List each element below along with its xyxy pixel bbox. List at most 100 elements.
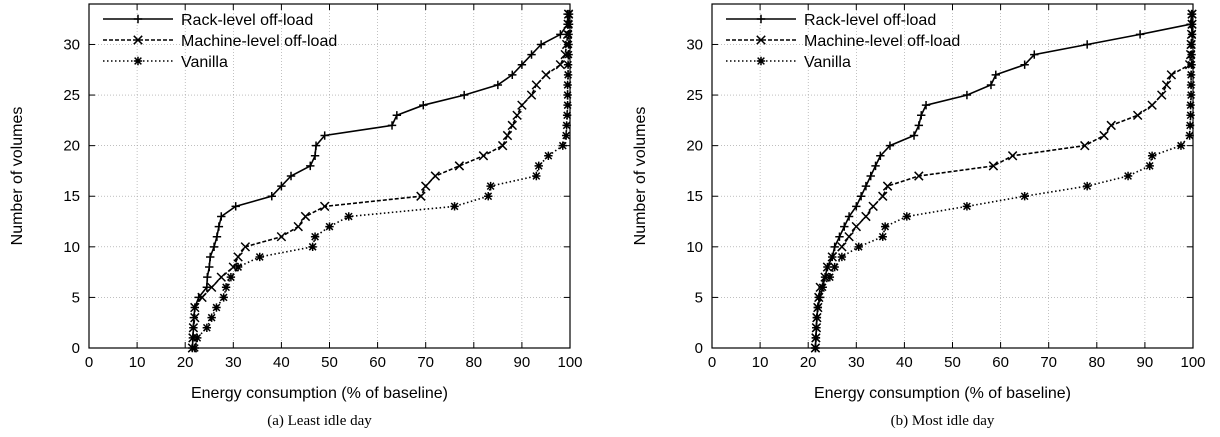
data-point — [308, 242, 317, 252]
x-tick-label: 40 — [273, 354, 290, 371]
data-point — [812, 313, 822, 322]
data-point — [564, 9, 574, 19]
y-axis-title: Number of volumes — [9, 107, 26, 246]
data-point — [830, 242, 839, 252]
data-point — [1186, 80, 1196, 90]
data-point — [871, 161, 880, 171]
x-axis-title: Energy consumption (% of baseline) — [191, 385, 448, 402]
y-tick-label: 10 — [63, 239, 80, 256]
data-point — [306, 161, 315, 171]
data-point — [202, 283, 212, 292]
x-tick-label: 60 — [992, 354, 1009, 371]
data-point — [1082, 181, 1092, 191]
data-point — [1145, 161, 1154, 171]
x-tick-label: 0 — [85, 354, 93, 371]
data-point — [854, 242, 863, 252]
data-point — [882, 181, 893, 191]
legend-marker — [133, 14, 143, 24]
series-line — [191, 14, 570, 349]
data-point — [562, 121, 571, 130]
legend: Rack-level off-load Machine-level off-loa… — [726, 12, 960, 71]
legend-marker — [756, 35, 766, 45]
caption: (a) Least idle day — [267, 413, 372, 429]
data-point — [212, 232, 222, 241]
data-point — [221, 283, 231, 292]
data-point — [1161, 80, 1172, 90]
x-tick-label: 80 — [1088, 354, 1105, 371]
data-point — [866, 171, 875, 181]
x-tick-label: 70 — [1040, 354, 1057, 371]
legend-label: Vanilla — [181, 54, 228, 71]
data-point — [416, 191, 426, 201]
data-point — [1185, 131, 1194, 140]
data-point — [1135, 30, 1145, 39]
data-point — [493, 80, 503, 90]
data-point — [885, 141, 895, 150]
data-point — [844, 212, 854, 221]
data-point — [558, 141, 567, 150]
data-point — [1176, 141, 1186, 150]
data-point — [507, 120, 518, 131]
data-point — [878, 232, 887, 241]
data-point — [206, 252, 215, 262]
y-tick-label: 0 — [72, 340, 80, 357]
data-point — [822, 262, 833, 272]
series-line — [194, 14, 570, 349]
data-point — [209, 242, 219, 252]
legend-marker — [756, 56, 766, 66]
data-point — [190, 302, 200, 313]
data-point — [502, 130, 513, 141]
data-point — [205, 262, 214, 272]
data-point — [861, 181, 871, 191]
legend-label: Machine-level off-load — [804, 33, 960, 50]
series-line — [814, 14, 1193, 349]
data-point — [531, 80, 542, 90]
data-point — [419, 100, 428, 110]
series-line — [814, 14, 1193, 349]
data-point — [825, 272, 835, 282]
x-tick-label: 30 — [848, 354, 865, 371]
data-point — [1099, 130, 1109, 141]
data-point — [277, 181, 286, 191]
data-point — [962, 90, 972, 100]
data-point — [240, 242, 251, 252]
data-point — [532, 171, 541, 181]
data-point — [320, 131, 329, 140]
data-point — [988, 161, 999, 171]
data-point — [555, 59, 566, 70]
data-point — [909, 131, 919, 140]
data-point — [1187, 50, 1196, 59]
data-point — [517, 100, 527, 110]
legend-label: Rack-level off-load — [804, 12, 936, 29]
data-point — [197, 292, 207, 303]
data-point — [813, 303, 823, 312]
data-point — [856, 192, 866, 201]
data-point — [392, 111, 402, 120]
data-point — [861, 211, 871, 222]
data-point — [478, 151, 489, 161]
data-point — [311, 141, 321, 150]
data-point — [880, 222, 890, 231]
data-point — [226, 272, 236, 282]
data-point — [811, 333, 821, 343]
data-point — [387, 121, 397, 130]
series-star — [190, 9, 574, 353]
data-point — [1186, 111, 1195, 120]
data-point — [986, 80, 996, 90]
data-point — [991, 70, 1000, 80]
legend-label: Machine-level off-load — [181, 33, 337, 50]
y-tick-label: 25 — [686, 87, 703, 104]
data-point — [837, 252, 847, 262]
x-tick-label: 90 — [514, 354, 531, 371]
y-tick-label: 5 — [72, 289, 80, 306]
data-point — [1007, 151, 1018, 161]
data-point — [563, 80, 572, 90]
legend: Rack-level off-load Machine-level off-loa… — [103, 12, 337, 71]
data-point — [1147, 100, 1157, 110]
data-point — [1020, 192, 1029, 201]
data-point — [430, 171, 441, 181]
data-point — [1106, 120, 1116, 131]
data-point — [293, 221, 303, 232]
data-point — [219, 293, 228, 302]
data-point — [812, 323, 821, 332]
